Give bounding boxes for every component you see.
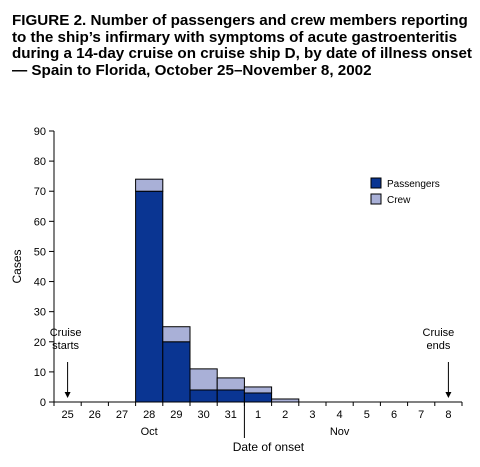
- x-tick-label-27: 27: [116, 409, 128, 421]
- y-tick-label-90: 90: [34, 126, 46, 138]
- y-tick-label-70: 70: [34, 186, 46, 198]
- x-tick-label-31: 31: [225, 409, 237, 421]
- bar-crew-29: [162, 326, 191, 343]
- x-tick-label-6: 6: [391, 409, 397, 421]
- annotation-cruise-ends-line-0: Cruise: [423, 327, 455, 339]
- bar-crew-28: [135, 178, 164, 192]
- legend-swatch-passengers: [370, 177, 382, 189]
- month-label-nov: Nov: [330, 426, 350, 438]
- bars-group: [135, 178, 300, 403]
- annotation-cruise-starts-line-0: Cruise: [50, 327, 82, 339]
- x-tick-label-1: 1: [255, 409, 261, 421]
- x-tick-label-5: 5: [364, 409, 370, 421]
- y-axis-title: Cases: [10, 249, 24, 283]
- legend-label-passengers: Passengers: [387, 179, 440, 190]
- month-label-oct: Oct: [141, 426, 158, 438]
- figure-title: FIGURE 2. Number of passengers and crew …: [12, 12, 472, 79]
- legend: Passengers Crew: [370, 177, 440, 206]
- annotation-cruise-ends-arrow-head: [445, 392, 452, 398]
- legend-label-crew: Crew: [387, 195, 411, 206]
- x-tick-label-25: 25: [61, 409, 73, 421]
- x-tick-label-26: 26: [89, 409, 101, 421]
- y-tick-label-30: 30: [34, 307, 46, 319]
- y-tick-label-10: 10: [34, 367, 46, 379]
- annotation-cruise-starts-arrow-head: [64, 392, 71, 398]
- bar-crew-30: [189, 368, 218, 391]
- y-tick-label-0: 0: [40, 397, 46, 409]
- bar-passengers-29: [162, 341, 191, 403]
- annotation-cruise-starts-line-1: starts: [52, 340, 79, 352]
- x-tick-label-4: 4: [337, 409, 343, 421]
- x-tick-label-7: 7: [418, 409, 424, 421]
- x-tick-label-29: 29: [170, 409, 182, 421]
- y-tick-label-80: 80: [34, 156, 46, 168]
- bar-passengers-28: [135, 190, 164, 403]
- y-tick-label-50: 50: [34, 246, 46, 258]
- x-tick-label-3: 3: [309, 409, 315, 421]
- annotation-cruise-ends-line-1: ends: [426, 340, 450, 352]
- bar-passengers-31: [216, 389, 245, 403]
- y-tick-label-60: 60: [34, 216, 46, 228]
- bar-passengers-1: [243, 392, 273, 403]
- axes-group: 0 10 20 30 40 50 60 70 80 90 25 26 27 28 29 30 31 1 2 3 4 5 6 7…: [10, 126, 463, 454]
- y-tick-label-40: 40: [34, 277, 46, 289]
- x-tick-label-2: 2: [282, 409, 288, 421]
- x-tick-label-28: 28: [143, 409, 155, 421]
- legend-swatch-crew: [370, 193, 382, 205]
- bar-crew-31: [216, 377, 245, 391]
- x-axis-title: Date of onset: [233, 440, 305, 454]
- x-tick-label-30: 30: [197, 409, 209, 421]
- bar-passengers-30: [189, 389, 218, 403]
- y-tick-label-20: 20: [34, 337, 46, 349]
- bar-crew-1: [243, 386, 273, 394]
- x-tick-label-8: 8: [445, 409, 451, 421]
